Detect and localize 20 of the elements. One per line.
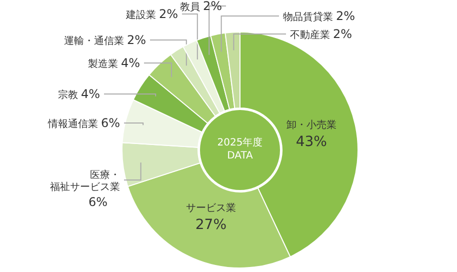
slice-label: 建設業 — [124, 9, 156, 21]
data-label: 6% — [88, 195, 108, 209]
data-label: 2% — [126, 33, 146, 47]
slice-label: 教員 — [180, 2, 200, 13]
data-label: 2% — [158, 7, 178, 21]
data-label: 2% — [202, 0, 222, 13]
title: 2025年度 — [217, 138, 263, 148]
slice-label: 不動産業 — [290, 29, 330, 41]
data-label: 2% — [333, 27, 352, 41]
slice-label: 医療・福祉サービス業 — [50, 169, 120, 193]
slice-label: 情報通信業 — [46, 118, 98, 130]
data-label: 4% — [80, 87, 100, 101]
title: DATA — [227, 150, 253, 162]
slice-label: 物品賃貸業 — [283, 11, 333, 23]
slice-label: 宗教 — [58, 89, 78, 101]
data-label: 6% — [100, 116, 120, 130]
slice-label: 運輸・通信業 — [64, 35, 124, 47]
data-label: 4% — [120, 56, 140, 70]
data-label: 2% — [336, 9, 356, 23]
slice-label: 製造業 — [88, 58, 118, 70]
